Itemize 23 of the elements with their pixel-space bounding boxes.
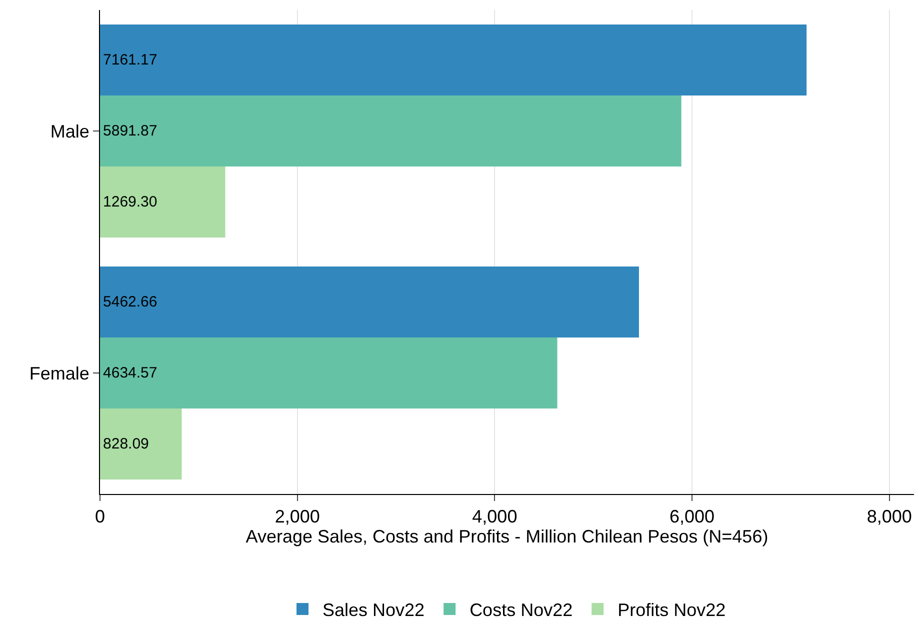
bar [100,266,639,338]
x-tick-label: 6,000 [669,506,715,527]
bar [100,408,182,480]
legend-label: Profits Nov22 [618,600,726,620]
y-tick-label: Female [29,363,90,384]
x-tick-label: 4,000 [472,506,518,527]
data-label: 5891.87 [103,122,158,140]
data-label: 1269.30 [103,193,158,210]
x-tick-label: 2,000 [274,506,320,527]
y-tick-label: Male [50,121,90,142]
x-tick-label: 8,000 [866,506,912,527]
legend-label: Sales Nov22 [322,600,425,620]
x-tick-label: 0 [94,506,106,527]
bar [100,166,226,238]
data-label: 4634.57 [103,364,158,382]
bar [100,338,558,408]
bar [100,24,807,96]
legend-label: Costs Nov22 [470,600,573,620]
data-label: 5462.66 [103,294,158,311]
data-label: 828.09 [103,435,149,452]
x-axis-title: Average Sales, Costs and Profits - Million Chilean Pesos (N=456) [246,526,768,547]
data-label: 7161.17 [103,52,158,69]
bar [100,96,682,166]
